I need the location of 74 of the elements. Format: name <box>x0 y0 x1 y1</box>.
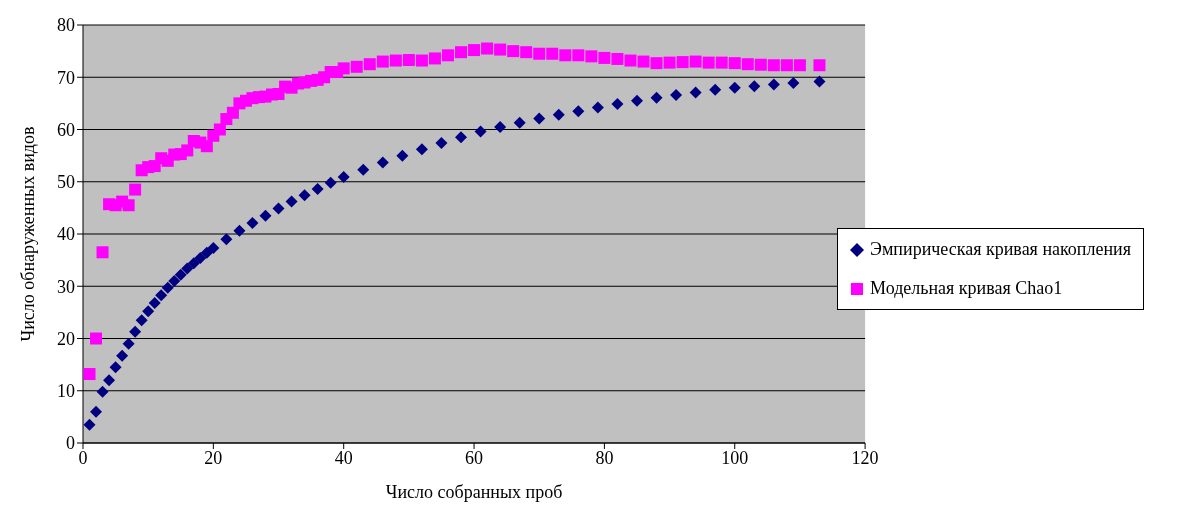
point <box>259 209 272 222</box>
point <box>552 108 565 121</box>
y-tick-label: 0 <box>66 433 75 454</box>
point <box>90 405 103 418</box>
point <box>83 418 96 431</box>
point <box>455 131 468 144</box>
y-tick-label: 50 <box>57 172 75 193</box>
point <box>670 89 683 102</box>
point <box>513 116 526 129</box>
point <box>689 86 702 99</box>
point <box>337 171 350 184</box>
point <box>748 80 761 93</box>
x-tick-label: 100 <box>721 447 749 468</box>
x-tick-label: 60 <box>465 447 484 468</box>
point <box>96 385 109 398</box>
point <box>311 183 324 196</box>
point <box>630 94 643 107</box>
point <box>767 78 780 91</box>
point <box>357 163 370 176</box>
point <box>168 275 181 288</box>
y-tick-label: 20 <box>57 328 75 349</box>
x-tick-label: 120 <box>851 447 879 468</box>
point <box>148 296 161 309</box>
point <box>285 195 298 208</box>
point <box>572 105 585 118</box>
point <box>435 137 448 150</box>
point <box>591 101 604 114</box>
point <box>813 75 826 88</box>
point <box>207 242 220 255</box>
y-tick-label: 70 <box>57 67 75 88</box>
x-axis-title: Число собранных проб <box>385 482 563 502</box>
point <box>396 149 409 162</box>
point <box>650 91 663 104</box>
point <box>135 314 148 327</box>
x-tick-label: 80 <box>595 447 614 468</box>
point <box>103 374 116 387</box>
point <box>494 120 507 133</box>
point <box>298 189 311 202</box>
point <box>415 143 428 156</box>
point <box>161 281 174 294</box>
x-tick-label: 20 <box>204 447 223 468</box>
point <box>709 83 722 96</box>
y-tick-label: 30 <box>57 276 75 297</box>
point <box>116 349 129 362</box>
point <box>728 81 741 94</box>
y-tick-label: 40 <box>57 224 75 245</box>
legend-label: Модельная кривая Chao1 <box>870 278 1063 299</box>
point <box>194 252 207 265</box>
point <box>200 246 213 259</box>
point <box>174 268 187 281</box>
point <box>220 233 233 246</box>
point <box>376 156 389 169</box>
point <box>611 97 624 110</box>
point <box>109 361 122 374</box>
legend-label: Эмпирическая кривая накопления <box>870 239 1131 260</box>
point <box>533 112 546 125</box>
point <box>142 305 155 318</box>
point <box>272 202 285 215</box>
point <box>324 176 337 189</box>
point <box>129 325 142 338</box>
point <box>155 289 168 302</box>
y-tick-label: 80 <box>57 15 75 36</box>
point <box>246 217 259 230</box>
point <box>122 337 135 350</box>
x-tick-label: 0 <box>78 447 88 468</box>
point <box>187 257 200 270</box>
y-tick-label: 10 <box>57 381 75 402</box>
x-tick-label: 40 <box>334 447 353 468</box>
point <box>233 224 246 237</box>
point <box>787 77 800 89</box>
point <box>181 262 194 275</box>
y-axis-title: Число обнаруженных видов <box>18 126 39 342</box>
point <box>474 125 487 138</box>
y-tick-label: 60 <box>57 119 75 140</box>
